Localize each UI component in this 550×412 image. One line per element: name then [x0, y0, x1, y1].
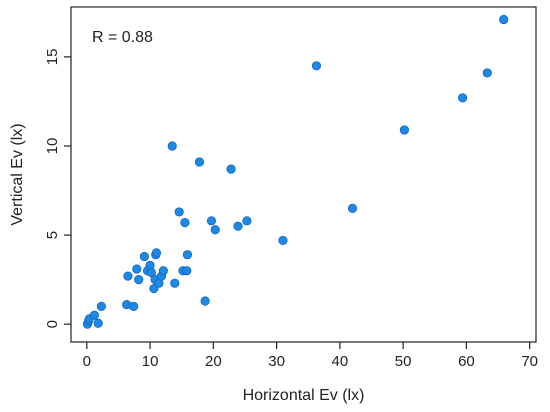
data-point: [139, 251, 149, 262]
x-axis-label: Horizontal Ev (lx): [243, 387, 365, 404]
y-axis-label: Vertical Ev (lx): [9, 123, 26, 225]
correlation-annotation: R = 0.88: [92, 29, 153, 46]
data-point: [93, 318, 103, 328]
data-point: [89, 310, 100, 320]
data-point: [158, 266, 168, 276]
data-point: [278, 235, 288, 246]
data-point: [132, 264, 142, 274]
y-tick-label: 0: [44, 320, 61, 328]
data-point: [134, 275, 144, 285]
x-tick-label: 10: [142, 353, 159, 370]
data-point: [226, 164, 236, 174]
data-point: [482, 68, 492, 78]
data-point: [96, 301, 106, 311]
data-point: [123, 271, 133, 281]
data-point: [167, 141, 177, 151]
data-point: [233, 221, 243, 231]
plot-frame: [70, 6, 537, 343]
data-point: [200, 296, 210, 306]
data-point: [242, 216, 252, 226]
points-layer: [82, 14, 509, 329]
y-tick-label: 10: [44, 138, 61, 155]
y-axis: 0 5 10 15: [44, 49, 71, 328]
data-point: [170, 278, 180, 288]
data-point: [347, 203, 358, 213]
x-tick-label: 70: [521, 353, 538, 370]
data-point: [151, 248, 162, 258]
y-tick-label: 15: [44, 49, 61, 66]
x-tick-label: 30: [268, 353, 285, 370]
data-point: [129, 301, 139, 311]
data-point: [399, 125, 410, 135]
x-tick-label: 60: [458, 353, 475, 370]
data-point: [146, 267, 156, 278]
data-point: [210, 225, 220, 235]
y-tick-label: 5: [44, 231, 61, 239]
data-point: [180, 218, 190, 228]
data-point: [182, 266, 192, 276]
x-tick-label: 20: [205, 353, 222, 370]
data-point: [206, 216, 217, 226]
data-point: [458, 93, 468, 103]
x-tick-label: 50: [395, 353, 412, 370]
data-point: [174, 207, 184, 217]
x-tick-label: 40: [332, 353, 349, 370]
x-tick-label: 0: [83, 353, 91, 370]
data-point: [311, 61, 322, 71]
data-point: [499, 14, 509, 25]
x-axis: 0 10 20 30 40 50 60 70: [83, 342, 538, 370]
data-point: [182, 250, 193, 260]
data-point: [194, 157, 205, 167]
